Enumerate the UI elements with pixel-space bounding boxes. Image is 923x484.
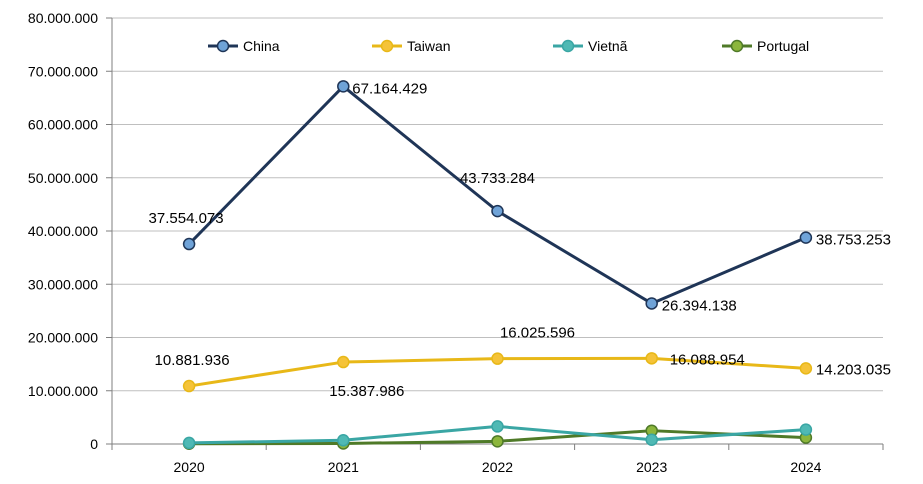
data-label: 37.554.073 — [149, 210, 224, 227]
y-tick-label: 50.000.000 — [28, 170, 98, 186]
y-tick-label: 30.000.000 — [28, 276, 98, 292]
data-point-vietnã — [491, 420, 504, 433]
data-label: 38.753.253 — [816, 232, 891, 249]
data-label: 14.203.035 — [816, 361, 891, 378]
y-tick-label: 60.000.000 — [28, 117, 98, 133]
data-point-china — [799, 231, 813, 244]
legend-label: Vietnã — [588, 38, 628, 54]
data-point-china — [337, 80, 350, 93]
data-point-vietnã — [337, 434, 350, 447]
legend-marker-vietnã — [561, 39, 575, 53]
y-tick-label: 40.000.000 — [28, 223, 98, 239]
x-tick-label: 2023 — [636, 459, 667, 475]
data-point-taiwan — [491, 352, 504, 365]
y-tick-label: 80.000.000 — [28, 10, 98, 26]
y-tick-label: 70.000.000 — [28, 63, 98, 79]
data-point-taiwan — [799, 362, 813, 375]
x-tick-label: 2021 — [328, 459, 359, 475]
data-label: 43.733.284 — [460, 170, 535, 187]
data-point-taiwan — [182, 379, 196, 393]
data-label: 10.881.936 — [155, 352, 230, 369]
series-line-china — [188, 84, 807, 305]
legend-marker-china — [216, 39, 230, 53]
x-tick-label: 2022 — [482, 459, 513, 475]
x-tick-label: 2020 — [174, 459, 205, 475]
data-point-china — [491, 204, 504, 218]
data-point-china — [645, 297, 658, 310]
legend-label: Portugal — [757, 38, 809, 54]
data-label: 67.164.429 — [352, 80, 427, 97]
data-point-vietnã — [799, 423, 813, 436]
x-tick-label: 2024 — [790, 459, 821, 475]
data-point-vietnã — [182, 436, 196, 450]
y-tick-label: 10.000.000 — [28, 383, 98, 399]
data-point-taiwan — [645, 352, 658, 365]
legend-marker-portugal — [730, 39, 744, 53]
y-tick-label: 0 — [90, 436, 98, 452]
data-point-portugal — [491, 435, 504, 448]
data-point-china — [182, 237, 196, 251]
data-label: 16.025.596 — [500, 325, 575, 342]
y-tick-label: 20.000.000 — [28, 330, 98, 346]
data-point-vietnã — [645, 433, 658, 446]
data-label: 26.394.138 — [662, 297, 737, 314]
data-label: 16.088.954 — [670, 351, 745, 368]
legend-marker-taiwan — [380, 39, 394, 53]
data-label: 15.387.986 — [329, 383, 404, 400]
data-point-taiwan — [337, 355, 350, 369]
legend-label: Taiwan — [407, 38, 451, 54]
legend-label: China — [243, 38, 280, 54]
